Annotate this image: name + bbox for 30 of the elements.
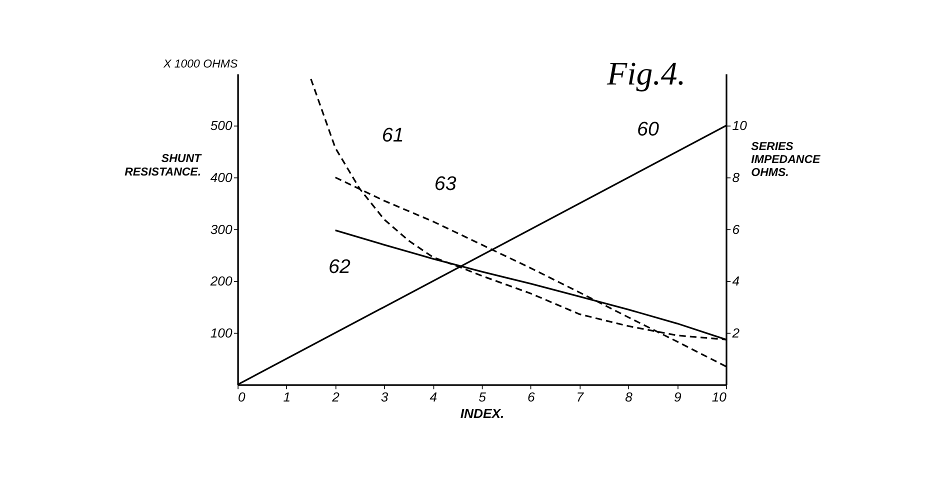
x-tick-label: 6 (527, 390, 536, 405)
x-tick-label: 9 (674, 390, 682, 405)
y2-tick-label: 6 (732, 222, 740, 237)
text: X 1000 OHMS (162, 58, 238, 70)
x-tick-label: 1 (283, 390, 291, 405)
y-tick-label: 200 (209, 274, 233, 289)
x-tick-label: 0 (238, 390, 246, 405)
series-label: 62 (328, 256, 350, 278)
y-axis-title: SHUNT RESISTANCE. (124, 153, 202, 178)
y-tick-label: 300 (210, 222, 233, 237)
x-tick-label: 3 (380, 390, 389, 405)
series-label: 60 (637, 118, 659, 140)
y-tick-label: 100 (210, 325, 233, 340)
series-label: 63 (434, 173, 456, 196)
y2-axis-title: SERIES IMPEDANCE OHMS. (751, 140, 821, 180)
text: 61 (382, 124, 404, 146)
y2-tick-label: 2 (731, 325, 740, 340)
chart-title: Fig.4. (606, 56, 686, 93)
x-tick-label: 2 (331, 390, 340, 405)
y-tick-label: 400 (210, 170, 233, 185)
x-tick-label: 7 (576, 390, 584, 405)
x-tick-label: 5 (478, 390, 487, 405)
x-axis-title: INDEX. (460, 406, 504, 421)
y-tick-label: 500 (210, 118, 233, 134)
x-tick-label: 4 (430, 390, 438, 405)
x-tick-label: 10 (712, 390, 728, 405)
x-tick-label: 8 (625, 390, 634, 405)
y2-tick-label: 4 (732, 274, 740, 289)
y2-tick-label: 10 (732, 118, 748, 134)
y2-tick-label: 8 (732, 170, 740, 185)
